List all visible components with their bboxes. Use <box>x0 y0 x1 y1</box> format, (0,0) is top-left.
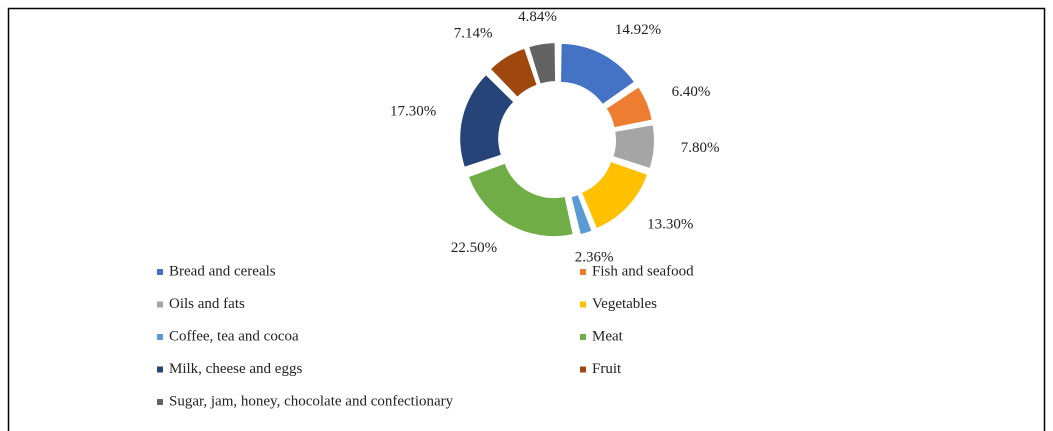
legend-marker <box>580 366 586 373</box>
donut-slice <box>613 125 654 168</box>
legend-marker <box>157 334 163 340</box>
donut-slice <box>561 43 634 104</box>
legend-marker <box>580 301 586 308</box>
legend-marker <box>580 334 586 340</box>
data-label: 6.40% <box>672 84 711 100</box>
donut-slice <box>571 195 592 235</box>
donut-slice <box>491 48 537 97</box>
legend-label: Fish and seafood <box>592 263 694 279</box>
legend-marker <box>157 399 163 405</box>
legend-marker <box>157 366 163 373</box>
legend-label: Meat <box>592 328 624 344</box>
data-label: 13.30% <box>647 217 693 233</box>
donut-slice <box>582 162 647 228</box>
data-label: 2.36% <box>575 250 614 266</box>
legend-label: Vegetables <box>592 296 657 312</box>
data-label: 14.92% <box>615 22 661 38</box>
donut-slice <box>606 87 652 128</box>
data-label: 7.14% <box>454 26 493 42</box>
frame <box>7 7 1046 431</box>
legend-label: Sugar, jam, honey, chocolate and confect… <box>169 393 454 409</box>
legend-label: Oils and fats <box>169 296 245 312</box>
donut-slice <box>469 163 573 237</box>
legend-marker <box>580 269 586 275</box>
legend-marker <box>157 301 163 308</box>
data-label: 22.50% <box>451 240 497 256</box>
legend-marker <box>157 269 163 275</box>
donut-slice <box>460 75 514 167</box>
legend-label: Milk, cheese and eggs <box>169 361 302 377</box>
donut-slice <box>529 43 556 84</box>
data-label: 17.30% <box>390 103 436 119</box>
data-label: 4.84% <box>518 9 557 25</box>
legend-label: Bread and cereals <box>169 263 276 279</box>
legend-label: Fruit <box>592 361 622 377</box>
legend-label: Coffee, tea and cocoa <box>169 328 299 344</box>
data-label: 7.80% <box>681 140 720 156</box>
